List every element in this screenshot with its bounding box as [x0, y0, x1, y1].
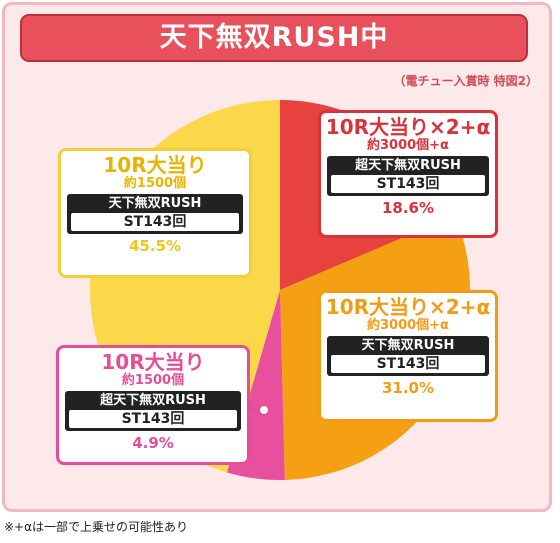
chart-subtitle-note: （電チュー入賞時 特図2）	[393, 74, 538, 88]
slice-percent: 31.0%	[381, 379, 435, 397]
slice-mode-box: 天下無双RUSH ST143回	[67, 194, 243, 234]
chart-title: 天下無双RUSH中	[20, 14, 528, 62]
slice-label-0: 10R大当り×2+α 約3000個+α 超天下無双RUSH ST143回 18.…	[318, 110, 498, 238]
slice-payout: 約1500個	[121, 373, 185, 388]
slice-heading: 10R大当り×2+α	[325, 295, 491, 319]
footnote: ※+αは一部で上乗せの可能性あり	[4, 520, 189, 534]
slice-mode: 天下無双RUSH	[361, 338, 455, 353]
slice-payout: 約1500個	[123, 176, 187, 191]
slice-heading: 10R大当り×2+α	[325, 115, 491, 139]
slice-label-1: 10R大当り×2+α 約3000個+α 天下無双RUSH ST143回 31.0…	[318, 290, 498, 422]
slice-mode: 天下無双RUSH	[108, 196, 202, 211]
slice-st: ST143回	[69, 410, 237, 428]
slice-payout: 約3000個+α	[366, 138, 449, 153]
slice-percent: 4.9%	[132, 434, 174, 452]
slice-percent: 45.5%	[128, 237, 182, 255]
slice-st: ST143回	[71, 213, 239, 231]
slice-heading: 10R大当り	[103, 153, 207, 177]
slice-st: ST143回	[331, 355, 485, 373]
slice-mode: 超天下無双RUSH	[100, 393, 206, 408]
slice-mode-box: 天下無双RUSH ST143回	[327, 336, 489, 376]
slice-label-3: 10R大当り 約1500個 天下無双RUSH ST143回 45.5%	[58, 148, 252, 278]
slice-payout: 約3000個+α	[366, 318, 449, 333]
slice-mode-box: 超天下無双RUSH ST143回	[65, 391, 241, 431]
slice-percent: 18.6%	[381, 199, 435, 217]
slice-mode: 超天下無双RUSH	[355, 158, 461, 173]
slice-st: ST143回	[331, 175, 485, 193]
callout-dot	[258, 404, 270, 416]
slice-heading: 10R大当り	[101, 350, 205, 374]
slice-label-2: 10R大当り 約1500個 超天下無双RUSH ST143回 4.9%	[56, 345, 250, 465]
slice-mode-box: 超天下無双RUSH ST143回	[327, 156, 489, 196]
